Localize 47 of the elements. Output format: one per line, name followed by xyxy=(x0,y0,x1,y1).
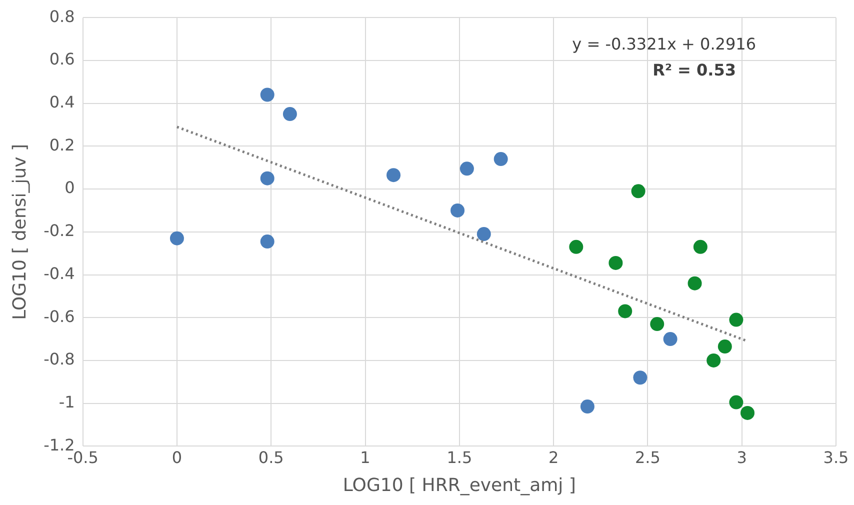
point xyxy=(260,171,274,186)
point xyxy=(729,312,744,327)
annotation: R² = 0.53 xyxy=(652,60,736,80)
y-tick-label: -1 xyxy=(58,392,75,412)
point xyxy=(740,406,754,420)
y-tick-label: -0.4 xyxy=(44,264,75,283)
y-tick-label: 0 xyxy=(64,178,75,198)
point xyxy=(729,395,744,410)
point xyxy=(631,184,646,198)
point xyxy=(688,276,702,290)
y-tick-label: 0.6 xyxy=(49,50,75,69)
x-tick-label: 3.5 xyxy=(823,448,849,467)
x-tick-label: 0 xyxy=(172,448,182,467)
x-tick-label: 1 xyxy=(360,448,370,467)
point xyxy=(569,240,584,254)
point xyxy=(170,231,184,246)
point xyxy=(282,107,297,122)
y-tick-label: -0.2 xyxy=(44,221,75,240)
x-tick-label: 3 xyxy=(736,448,747,467)
y-tick-label: 0.8 xyxy=(49,6,75,26)
y-tick-label: -0.6 xyxy=(44,306,75,326)
y-tick-label: -0.8 xyxy=(44,350,75,369)
point xyxy=(476,227,491,242)
point xyxy=(494,152,508,166)
point xyxy=(650,317,664,332)
point xyxy=(608,256,623,270)
point xyxy=(633,370,648,385)
point xyxy=(718,340,732,354)
point xyxy=(260,88,274,102)
x-axis-title: LOG10 [ HRR_event_amj ] xyxy=(342,474,576,496)
y-axis-title: LOG10 [ densi_juv ] xyxy=(9,144,30,320)
x-tick-label: 2.5 xyxy=(634,448,660,467)
point xyxy=(706,353,721,368)
x-tick-label: 2 xyxy=(548,448,559,467)
annotation: y = -0.3321x + 0.2916 xyxy=(572,34,756,54)
y-tick-label: 0.2 xyxy=(49,135,75,154)
point xyxy=(386,168,401,182)
x-tick-label: 0.5 xyxy=(258,448,284,467)
point xyxy=(693,240,708,254)
point xyxy=(663,332,678,346)
point xyxy=(450,203,465,218)
point xyxy=(260,234,274,249)
y-tick-label: 0.4 xyxy=(49,92,75,112)
point xyxy=(460,162,474,176)
point xyxy=(580,400,594,414)
point xyxy=(618,304,632,318)
x-tick-label: 1.5 xyxy=(446,448,472,467)
